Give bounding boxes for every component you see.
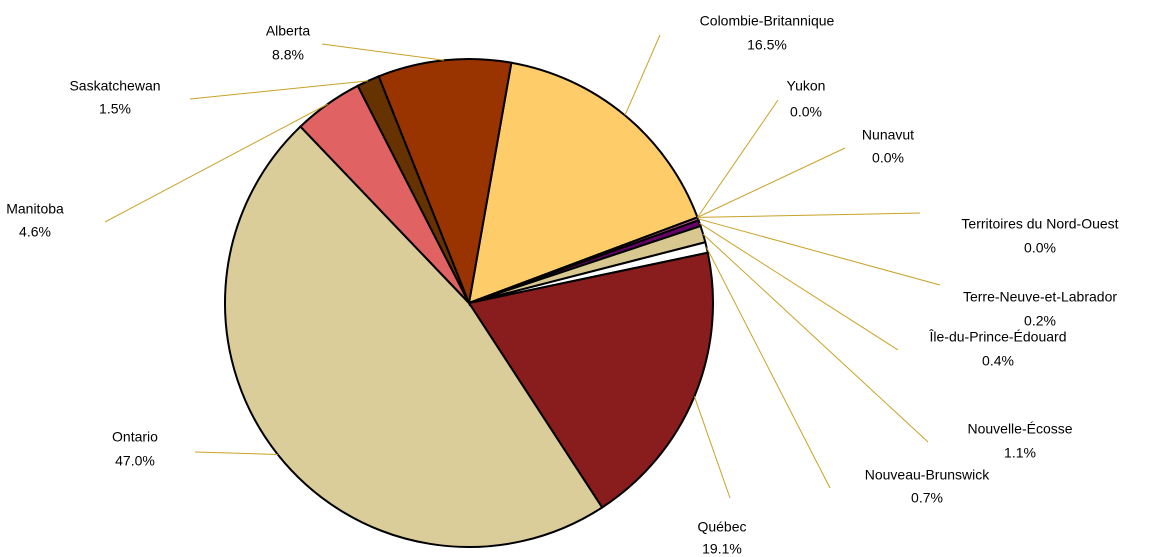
slice-label: Colombie-Britannique xyxy=(700,13,835,29)
leader-line xyxy=(194,451,278,455)
leader-line xyxy=(699,222,899,351)
leader-line xyxy=(697,99,779,218)
slice-value: 1.5% xyxy=(99,101,131,117)
slice-value: 0.0% xyxy=(872,150,904,166)
slice-label: Terre-Neuve-et-Labrador xyxy=(963,289,1117,305)
slice-label: Saskatchewan xyxy=(69,78,160,94)
leader-line xyxy=(624,34,661,116)
leader-line xyxy=(104,103,328,223)
slice-label: Île-du-Prince-Édouard xyxy=(929,329,1067,345)
leader-line xyxy=(693,396,731,499)
slice-label: Nunavut xyxy=(862,127,914,143)
leader-line xyxy=(189,80,369,100)
slice-label: Nouveau-Brunswick xyxy=(865,467,990,483)
leader-line xyxy=(706,247,831,489)
leader-line xyxy=(697,212,921,218)
slice-value: 16.5% xyxy=(747,37,787,53)
slice-value: 0.2% xyxy=(1024,313,1056,329)
slice-value: 1.1% xyxy=(1004,445,1036,461)
slice-label: Nouvelle-Écosse xyxy=(967,421,1072,437)
slice-label: Yukon xyxy=(787,78,826,94)
slice-label: Alberta xyxy=(266,23,311,39)
slice-label: Territoires du Nord-Ouest xyxy=(961,216,1118,232)
pie-slice xyxy=(467,61,699,305)
pie-slice xyxy=(377,58,513,307)
slice-value: 0.4% xyxy=(982,353,1014,369)
pie-slice xyxy=(467,251,714,509)
slice-label: Manitoba xyxy=(6,201,64,217)
slice-value: 8.8% xyxy=(272,47,304,63)
slice-value: 0.0% xyxy=(790,104,822,120)
slice-value: 0.0% xyxy=(1024,240,1056,256)
slice-label: Ontario xyxy=(112,429,158,445)
slice-label: Québec xyxy=(697,519,746,535)
leader-line xyxy=(321,43,445,61)
slice-value: 19.1% xyxy=(702,541,742,557)
leader-line xyxy=(697,147,846,218)
slice-value: 4.6% xyxy=(19,224,51,240)
slice-value: 0.7% xyxy=(911,490,943,506)
leader-line xyxy=(702,233,929,443)
slice-value: 47.0% xyxy=(115,453,155,469)
leader-line xyxy=(697,218,941,286)
